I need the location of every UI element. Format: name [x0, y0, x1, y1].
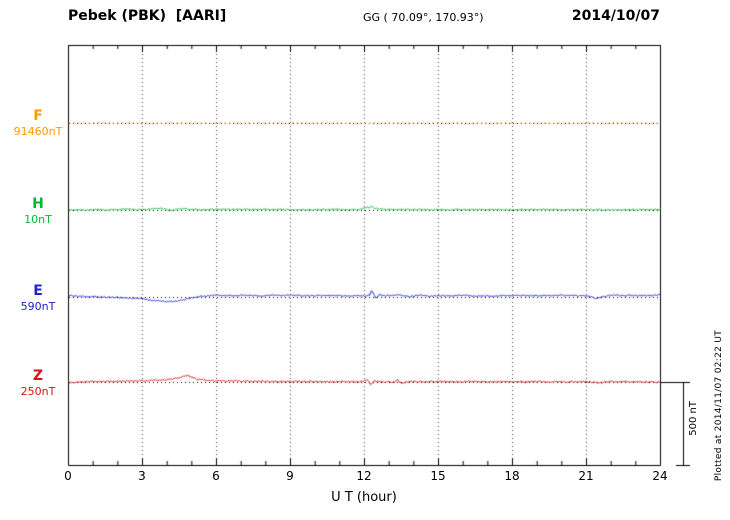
x-tick-label: 15: [430, 469, 446, 483]
series-letter: Z: [32, 368, 44, 384]
x-tick-label: 24: [652, 469, 668, 483]
x-tick-label: 0: [64, 469, 72, 483]
series-letter: E: [33, 283, 43, 299]
series-letter: H: [32, 196, 44, 212]
series-baseline-value: 590nT: [20, 300, 56, 313]
series-label-F: F 91460nT: [6, 108, 70, 139]
series-label-Z: Z 250nT: [6, 368, 70, 399]
scale-bar-label: 500 nT: [688, 401, 699, 436]
series-letter: F: [33, 108, 43, 124]
x-axis-label: U T (hour): [331, 490, 397, 505]
plot-date: 2014/10/07: [571, 8, 660, 24]
x-tick-label: 6: [212, 469, 220, 483]
series-label-H: H 10nT: [6, 196, 70, 227]
series-baseline-value: 91460nT: [13, 125, 63, 138]
x-tick-label: 12: [356, 469, 372, 483]
series-label-E: E 590nT: [6, 283, 70, 314]
x-tick-label: 3: [138, 469, 146, 483]
station-title: Pebek (PBK) [AARI]: [68, 8, 227, 24]
plotted-at-note: Plotted at 2014/11/07 02:22 UT: [714, 330, 724, 482]
geographic-coordinates: GG ( 70.09°, 170.93°): [363, 11, 484, 24]
x-tick-label: 9: [286, 469, 294, 483]
x-tick-label: 21: [578, 469, 594, 483]
x-tick-label: 18: [504, 469, 520, 483]
series-baseline-value: 250nT: [20, 385, 56, 398]
series-baseline-value: 10nT: [24, 213, 52, 226]
